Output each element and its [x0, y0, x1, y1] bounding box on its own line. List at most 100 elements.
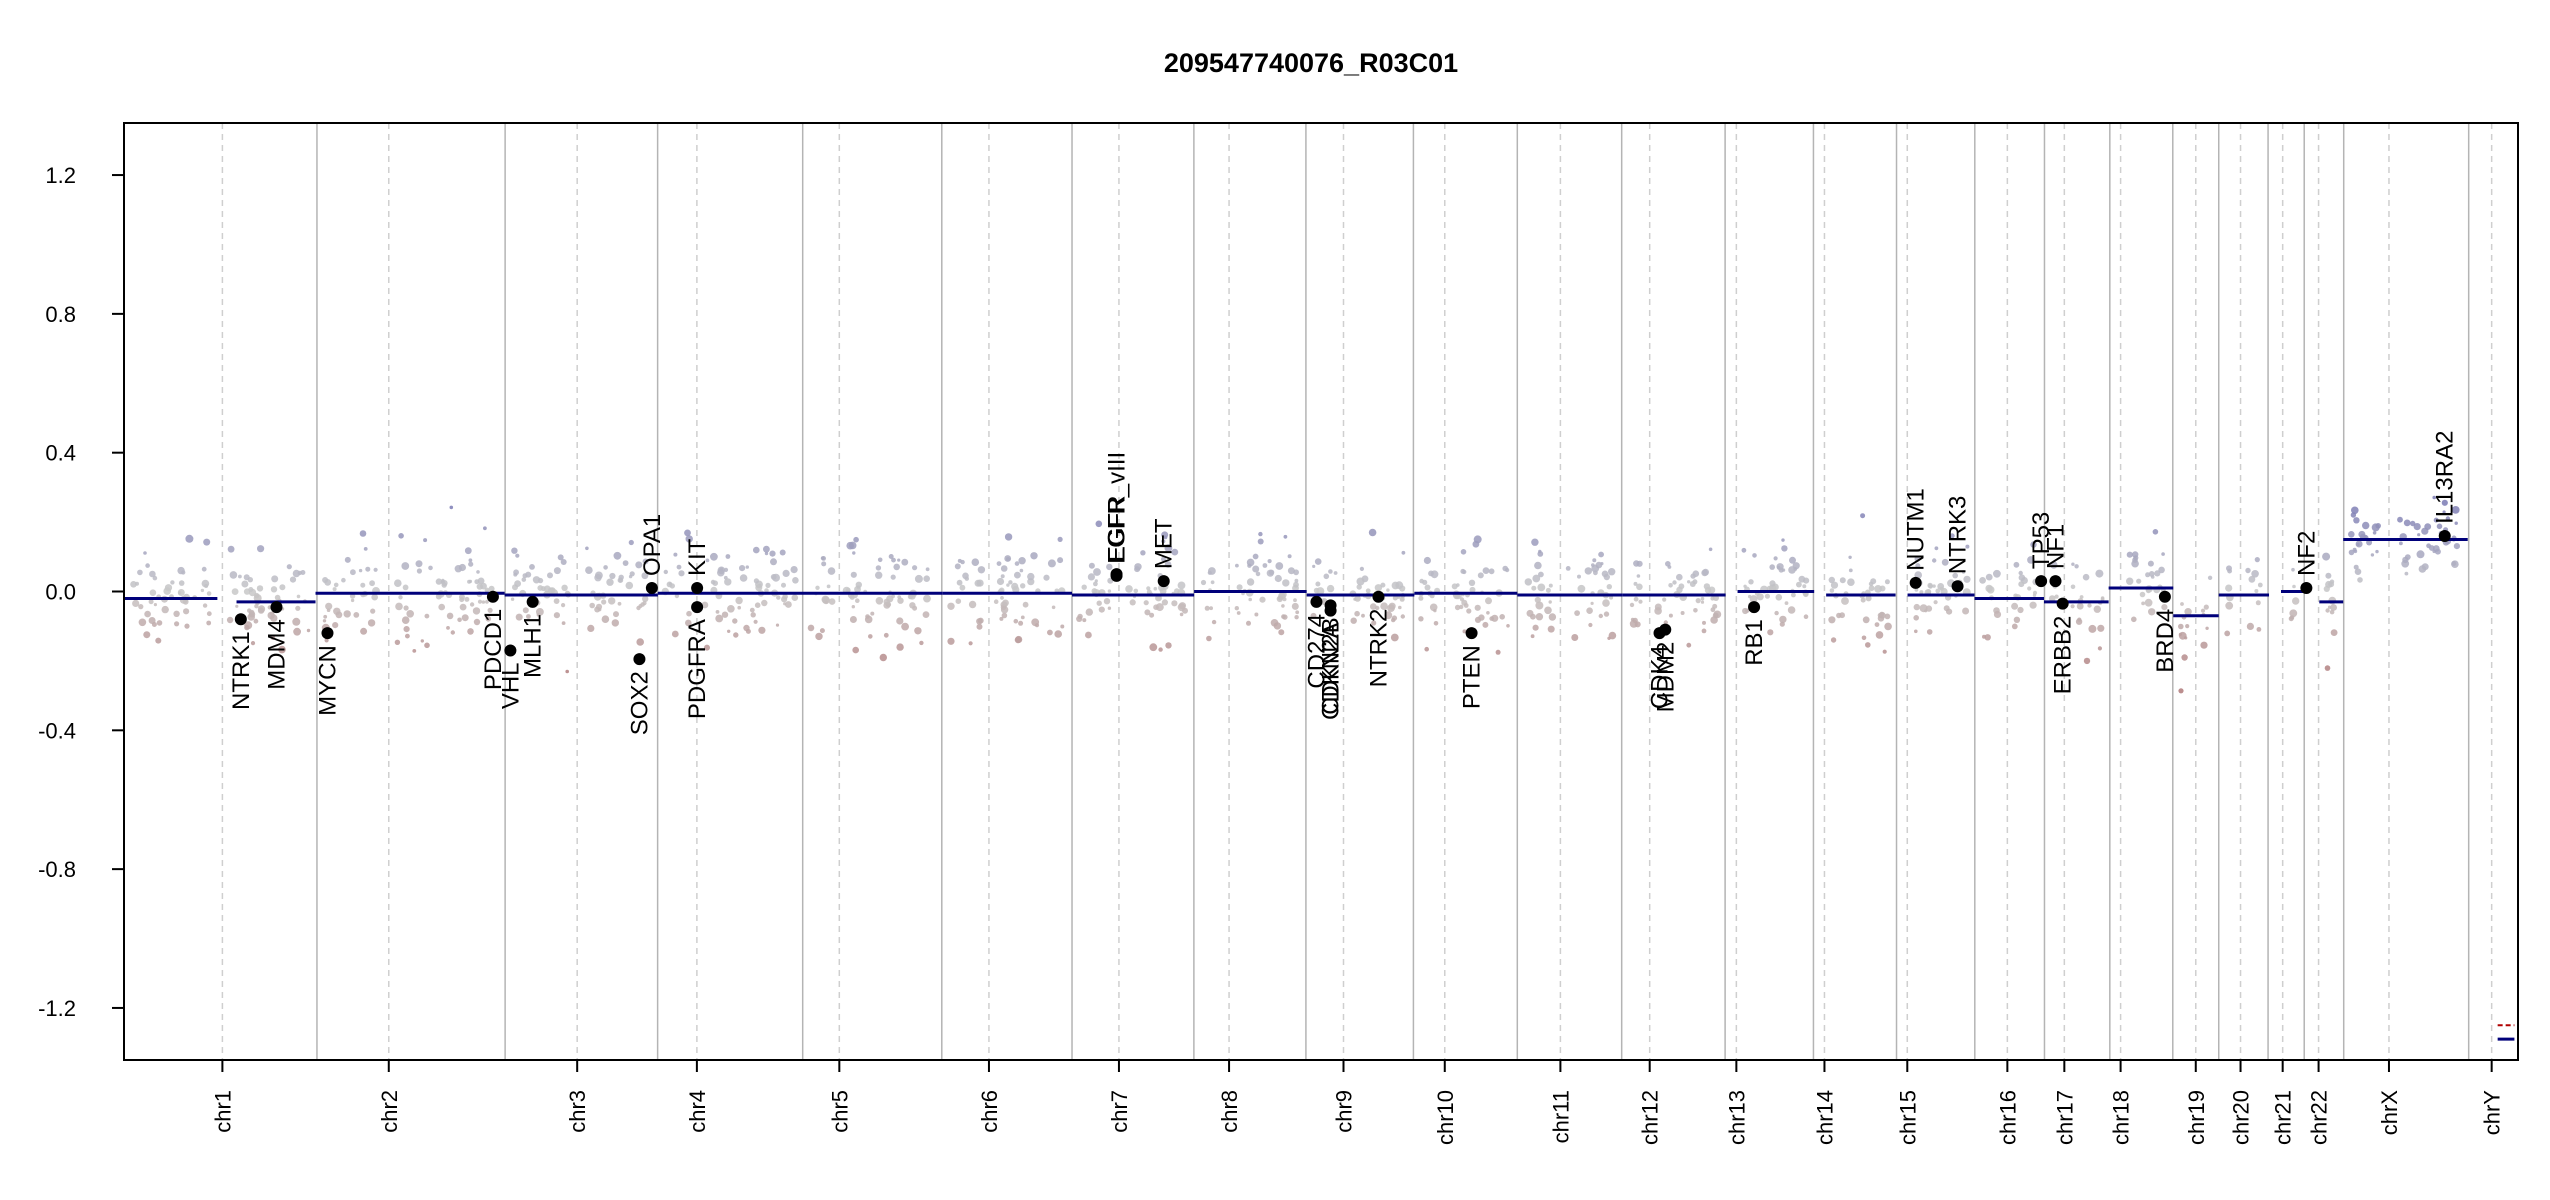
gene-label-CDKN2B: CDKN2B [1318, 617, 1345, 714]
probe-point [2245, 567, 2251, 574]
probe-point [1577, 584, 1586, 593]
probe-point [2018, 581, 2025, 588]
probe-point [1254, 612, 1259, 617]
probe-point [1236, 611, 1241, 615]
probe-point [642, 595, 649, 603]
probe-point [480, 582, 487, 590]
probe-point [1710, 607, 1716, 613]
probe-point [1919, 590, 1924, 595]
probe-point [1633, 596, 1639, 602]
probe-point [2027, 556, 2035, 564]
probe-point [1161, 556, 1166, 562]
probe-point [1935, 588, 1941, 594]
probe-point [359, 530, 367, 537]
probe-point [1629, 619, 1638, 628]
probe-point [606, 578, 614, 586]
probe-point [200, 588, 205, 593]
y-tick-label: -0.8 [38, 857, 76, 882]
probe-point [244, 624, 250, 631]
probe-point [238, 574, 242, 579]
gene-label-TP53: TP53 [2028, 512, 2055, 569]
probe-point [923, 575, 930, 582]
probe-point [1861, 635, 1867, 641]
probe-point [901, 622, 909, 631]
probe-point [2185, 624, 2190, 629]
probe-point [1094, 579, 1098, 583]
probe-point [2371, 523, 2380, 532]
gene-point-NF2 [2300, 582, 2313, 595]
probe-point [344, 556, 351, 563]
probe-point [1781, 545, 1788, 552]
probe-point [1773, 556, 1778, 561]
probe-point [954, 563, 961, 570]
probe-point [2291, 567, 2295, 572]
probe-point [1088, 562, 1095, 569]
x-tick-label-chrY: chrY [2480, 1090, 2505, 1136]
probe-point [2011, 602, 2019, 610]
x-tick-label-chr21: chr21 [2271, 1090, 2296, 1145]
probe-point [1538, 571, 1544, 578]
gene-label-PDGFRA: PDGFRA [684, 619, 711, 719]
probe-point [2348, 531, 2355, 538]
probe-point [1875, 631, 1884, 639]
probe-point [1356, 584, 1362, 590]
gene-label-NUTM1: NUTM1 [1903, 488, 1930, 571]
probe-point [775, 623, 780, 627]
probe-point [1662, 597, 1667, 602]
probe-point [2148, 571, 2155, 577]
probe-point [2132, 551, 2139, 558]
probe-point [2181, 654, 2188, 661]
probe-point [2358, 530, 2366, 538]
probe-point [625, 581, 634, 590]
probe-point [974, 579, 982, 587]
probe-point [2077, 617, 2082, 622]
gene-label-SOX2: SOX2 [626, 671, 653, 735]
probe-point [161, 605, 169, 614]
probe-point [727, 605, 735, 613]
probe-point [2147, 560, 2154, 567]
probe-point [343, 610, 351, 618]
probe-point [1952, 572, 1958, 579]
probe-point [1268, 569, 1275, 576]
probe-point [1019, 568, 1024, 573]
probe-point [367, 619, 376, 627]
gene-point-EGFR_vIII [1110, 569, 1123, 582]
probe-point [1779, 615, 1787, 624]
probe-point [705, 558, 710, 563]
probe-point [2017, 606, 2024, 614]
probe-point [1742, 607, 1749, 615]
probe-point [2152, 529, 2159, 535]
probe-point [1418, 616, 1424, 622]
probe-point [1928, 583, 1933, 589]
probe-point [2161, 604, 2168, 611]
probe-point [1248, 597, 1252, 602]
x-tick-label-chr14: chr14 [1812, 1090, 1837, 1145]
probe-point [977, 566, 986, 574]
probe-point [1460, 549, 1467, 555]
probe-point [286, 564, 292, 570]
probe-point [292, 617, 301, 626]
probe-point [293, 627, 301, 636]
probe-point [2141, 601, 2146, 606]
probe-point [781, 582, 786, 588]
probe-point [685, 619, 692, 627]
gene-point-PTEN [1465, 627, 1478, 640]
y-tick-label: 1.2 [45, 163, 76, 188]
probe-point [270, 635, 276, 640]
probe-point [1207, 570, 1212, 575]
probe-point [1424, 584, 1431, 591]
probe-point [1884, 613, 1891, 620]
probe-point [1093, 568, 1101, 576]
probe-point [1091, 588, 1098, 594]
probe-point [710, 579, 716, 585]
probe-point [2248, 575, 2256, 583]
probe-point [510, 597, 515, 601]
probe-point [2178, 688, 2184, 694]
probe-point [522, 573, 528, 579]
probe-point [1702, 620, 1706, 625]
probe-point [522, 607, 529, 614]
probe-point [1255, 571, 1261, 577]
x-tick-label-chr4: chr4 [685, 1090, 710, 1133]
probe-point [743, 624, 750, 632]
probe-point [764, 588, 769, 593]
